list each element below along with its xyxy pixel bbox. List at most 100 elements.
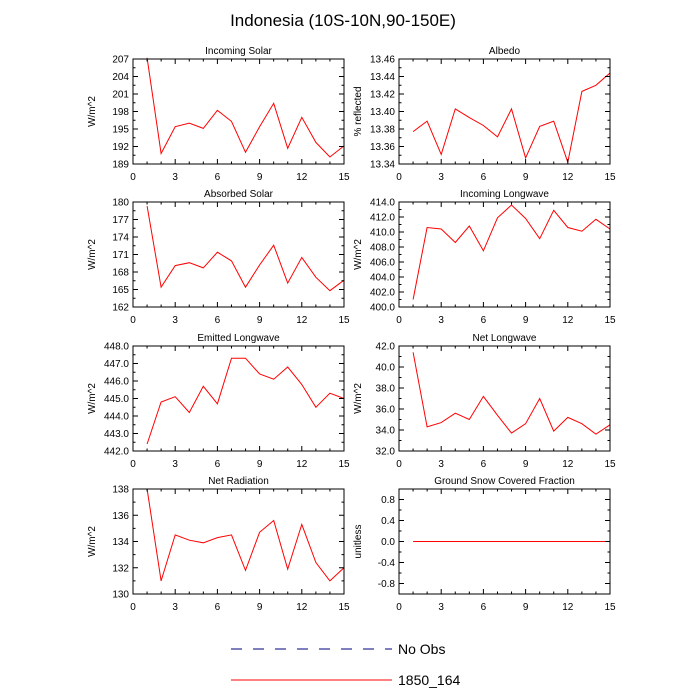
series-line <box>412 204 611 300</box>
x-tick-label: 9 <box>523 315 529 326</box>
x-tick-label: 12 <box>562 459 574 470</box>
y-tick-label: -0.8 <box>378 579 396 590</box>
plot-frame <box>132 58 345 165</box>
y-tick-label: 448.0 <box>104 342 129 353</box>
y-tick-label: 136 <box>112 511 129 522</box>
x-tick-label: 15 <box>338 315 350 326</box>
x-tick-label: 6 <box>215 602 221 613</box>
y-tick-label: 207 <box>112 55 129 66</box>
legend-label: No Obs <box>398 641 445 657</box>
y-tick-label: 13.34 <box>370 160 395 171</box>
plot-frame <box>132 488 345 595</box>
series-line <box>412 352 611 435</box>
x-tick-label: 12 <box>296 172 308 183</box>
x-tick-label: 12 <box>296 459 308 470</box>
x-tick-label: 12 <box>296 602 308 613</box>
x-tick-label: 0 <box>130 602 136 613</box>
panel: Ground Snow Covered Fraction unitless 0 3 6 9… <box>353 476 616 613</box>
panel-title: Net Radiation <box>208 476 269 487</box>
y-axis-label: % reflected <box>353 86 364 136</box>
panel-title: Albedo <box>489 46 521 57</box>
y-tick-label: 446.0 <box>104 377 129 388</box>
series-line <box>146 488 345 582</box>
y-axis-label: W/m^2 <box>353 383 364 414</box>
plot-frame <box>132 345 345 452</box>
y-tick-label: 177 <box>112 215 129 226</box>
x-tick-label: 3 <box>438 172 444 183</box>
y-tick-label: 134 <box>112 537 129 548</box>
y-tick-label: 40.0 <box>376 363 396 374</box>
panel: Incoming Solar W/m^2 0 3 6 9 12 15 189 192 195 198 2… <box>87 46 350 183</box>
legend-label: 1850_164 <box>398 672 461 688</box>
y-tick-label: 162 <box>112 303 129 314</box>
y-tick-label: -0.4 <box>378 558 396 569</box>
y-tick-label: 168 <box>112 268 129 279</box>
figure-title: Indonesia (10S-10N,90-150E) <box>230 11 456 30</box>
x-tick-label: 6 <box>481 602 487 613</box>
x-tick-label: 6 <box>481 172 487 183</box>
y-tick-label: 447.0 <box>104 359 129 370</box>
x-tick-label: 12 <box>296 315 308 326</box>
x-tick-label: 0 <box>396 315 402 326</box>
series-line <box>146 357 345 445</box>
x-tick-label: 3 <box>438 459 444 470</box>
y-tick-label: 32.0 <box>376 447 396 458</box>
x-tick-label: 9 <box>257 459 263 470</box>
y-tick-label: 13.46 <box>370 55 395 66</box>
y-tick-label: 0.4 <box>381 516 395 527</box>
x-tick-label: 9 <box>523 172 529 183</box>
x-tick-label: 0 <box>396 459 402 470</box>
y-tick-label: 410.0 <box>370 228 395 239</box>
x-tick-label: 15 <box>338 172 350 183</box>
y-tick-label: 34.0 <box>376 426 396 437</box>
x-tick-label: 6 <box>215 172 221 183</box>
y-tick-label: 442.0 <box>104 447 129 458</box>
x-tick-label: 9 <box>523 459 529 470</box>
series-line <box>146 206 345 292</box>
y-tick-label: 13.42 <box>370 90 395 101</box>
panel-title: Incoming Longwave <box>460 189 549 200</box>
x-tick-label: 15 <box>338 602 350 613</box>
y-tick-label: 198 <box>112 107 129 118</box>
x-tick-label: 9 <box>523 602 529 613</box>
y-tick-label: 443.0 <box>104 429 129 440</box>
x-tick-label: 3 <box>438 602 444 613</box>
y-tick-label: 192 <box>112 142 129 153</box>
x-tick-label: 0 <box>130 459 136 470</box>
y-axis-label: W/m^2 <box>87 239 98 270</box>
y-tick-label: 189 <box>112 160 129 171</box>
y-tick-label: 36.0 <box>376 405 396 416</box>
panels: Incoming Solar W/m^2 0 3 6 9 12 15 189 192 195 198 2… <box>87 46 616 613</box>
panel: Net Longwave W/m^2 0 3 6 9 12 15 32.0 34.0 36.0 38.… <box>353 333 616 470</box>
x-tick-label: 3 <box>438 315 444 326</box>
y-tick-label: 13.38 <box>370 125 395 136</box>
y-tick-label: 0.8 <box>381 495 395 506</box>
y-tick-label: 444.0 <box>104 412 129 423</box>
x-tick-label: 6 <box>481 459 487 470</box>
panel-title: Net Longwave <box>473 333 537 344</box>
panel: Incoming Longwave W/m^2 0 3 6 9 12 15 400.0 402.0… <box>353 189 616 326</box>
panel: Absorbed Solar W/m^2 0 3 6 9 12 15 162 165 168 171 1… <box>87 189 350 326</box>
x-tick-label: 3 <box>172 459 178 470</box>
x-tick-label: 9 <box>257 602 263 613</box>
y-tick-label: 195 <box>112 125 129 136</box>
y-tick-label: 412.0 <box>370 213 395 224</box>
x-tick-label: 6 <box>215 459 221 470</box>
plot-frame <box>132 201 345 308</box>
y-tick-label: 132 <box>112 563 129 574</box>
x-tick-label: 3 <box>172 602 178 613</box>
plot-frame <box>398 345 611 452</box>
x-tick-label: 12 <box>562 315 574 326</box>
x-tick-label: 3 <box>172 315 178 326</box>
y-tick-label: 138 <box>112 485 129 496</box>
y-tick-label: 400.0 <box>370 303 395 314</box>
x-tick-label: 12 <box>562 172 574 183</box>
y-tick-label: 402.0 <box>370 288 395 299</box>
x-tick-label: 0 <box>396 602 402 613</box>
legend: No Obs 1850_164 <box>231 641 461 688</box>
y-tick-label: 180 <box>112 198 129 209</box>
x-tick-label: 6 <box>481 315 487 326</box>
y-tick-label: 171 <box>112 250 129 261</box>
y-tick-label: 38.0 <box>376 384 396 395</box>
